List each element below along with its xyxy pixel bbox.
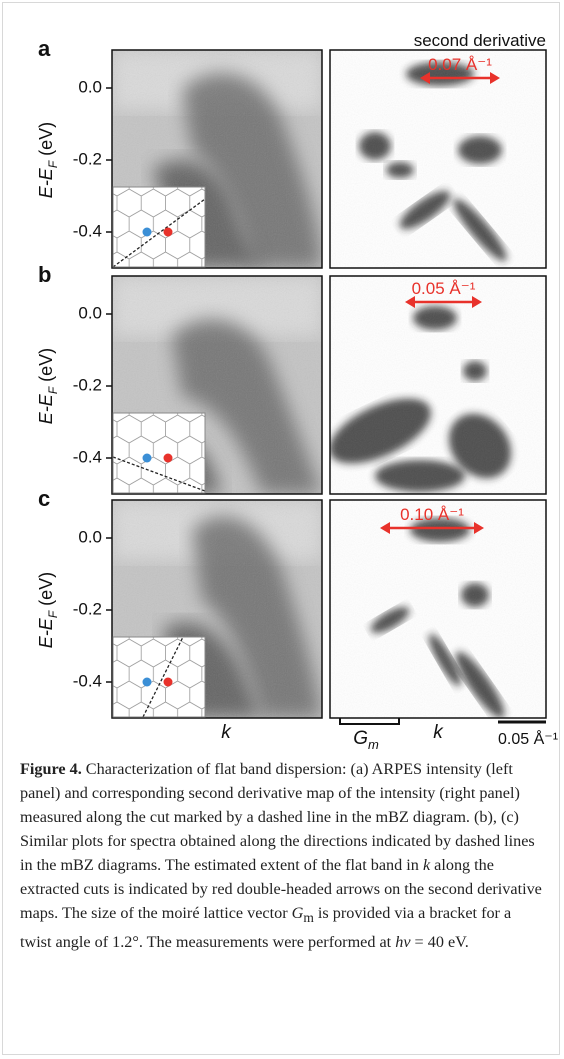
arrow-label: 0.10 Å⁻¹ <box>400 505 464 524</box>
y-tick-label: 0.0 <box>78 527 102 546</box>
y-label: E-EF (eV) <box>36 572 60 648</box>
frame <box>329 499 547 719</box>
x-label: k <box>433 722 444 743</box>
caption-text: is provided via a bracket for a twist an… <box>20 904 512 952</box>
k-point <box>163 227 173 237</box>
grain <box>330 500 546 718</box>
y-label-sub: F <box>46 160 60 168</box>
y-label-main: E-E <box>36 393 56 424</box>
frame <box>111 49 323 269</box>
y-tick-label: -0.2 <box>73 599 102 618</box>
cut-line <box>113 456 205 492</box>
y-label: E-EF (eV) <box>36 348 60 424</box>
arrow-label: 0.05 Å⁻¹ <box>412 279 476 298</box>
scale-label: 0.05 Å⁻¹ <box>498 729 558 748</box>
cut-line <box>113 198 205 267</box>
mbz-inset <box>113 637 205 717</box>
inset-frame <box>112 636 206 718</box>
y-tick-label: 0.0 <box>78 77 102 96</box>
y-tick-label: -0.2 <box>73 149 102 168</box>
derivative-panel <box>330 500 546 718</box>
caption-text: G <box>291 904 304 922</box>
y-label-sub: F <box>46 386 60 394</box>
mbz-inset <box>113 413 205 493</box>
inset-frame <box>112 412 206 494</box>
figure: second derivative aE-EF (eV)0.0-0.2-0.40… <box>36 31 558 752</box>
k-point <box>142 677 152 687</box>
inset-frame <box>112 186 206 268</box>
frame <box>329 49 547 269</box>
panel-label: b <box>38 262 51 287</box>
x-label: k <box>221 722 232 743</box>
derivative-panel <box>330 50 546 268</box>
panel-row: b E-EF (eV) 0.0 -0.2 -0.4 0.05 Å⁻¹ <box>36 262 547 495</box>
hex-lattice <box>113 637 205 717</box>
k-point <box>163 453 173 463</box>
y-tick-label: -0.4 <box>73 221 102 240</box>
bracket <box>339 718 400 725</box>
k-point <box>142 453 152 463</box>
caption-text: = 40 eV. <box>410 933 469 952</box>
y-label-main: E-E <box>36 617 56 648</box>
caption-label: Figure 4. <box>20 760 82 778</box>
k-point <box>142 227 152 237</box>
mbz-inset <box>113 187 205 267</box>
bracket-sub: m <box>368 737 379 752</box>
y-tick-label: -0.2 <box>73 375 102 394</box>
hex-lattice <box>113 413 205 493</box>
grain <box>330 50 546 268</box>
arrow-label: 0.07 Å⁻¹ <box>428 55 492 74</box>
panel-label: a <box>38 36 51 61</box>
caption: Figure 4. Characterization of flat band … <box>20 757 546 954</box>
hex-lattice <box>113 187 205 267</box>
y-label-main: E-E <box>36 167 56 198</box>
caption-text: m <box>303 910 314 926</box>
y-tick-label: 0.0 <box>78 303 102 322</box>
panel-row: c E-EF (eV) 0.0 -0.2 -0.4 0.10 Å⁻¹ <box>36 486 547 719</box>
derivative-panel <box>330 276 546 494</box>
caption-text: along the extracted cuts is indicated by… <box>20 856 542 922</box>
panel-label: c <box>38 486 50 511</box>
y-tick-label: -0.4 <box>73 447 102 466</box>
caption-text: hν <box>395 933 411 952</box>
frame <box>111 275 323 495</box>
right-title: second derivative <box>414 31 546 50</box>
bracket-main: G <box>353 728 368 749</box>
frame <box>329 275 547 495</box>
y-label-unit: (eV) <box>36 122 56 161</box>
caption-text: Characterization of flat band dispersion… <box>20 760 535 874</box>
panel-row: a E-EF (eV) 0.0 -0.2 -0.4 0.07 Å⁻¹ <box>36 36 547 269</box>
bracket-label: Gm <box>353 728 379 752</box>
y-label: E-EF (eV) <box>36 122 60 198</box>
y-label-sub: F <box>46 610 60 618</box>
caption-text: k <box>422 856 431 874</box>
y-tick-label: -0.4 <box>73 671 102 690</box>
y-label-unit: (eV) <box>36 348 56 387</box>
grain <box>330 276 546 494</box>
k-point <box>163 677 173 687</box>
y-label-unit: (eV) <box>36 572 56 611</box>
frame <box>111 499 323 719</box>
